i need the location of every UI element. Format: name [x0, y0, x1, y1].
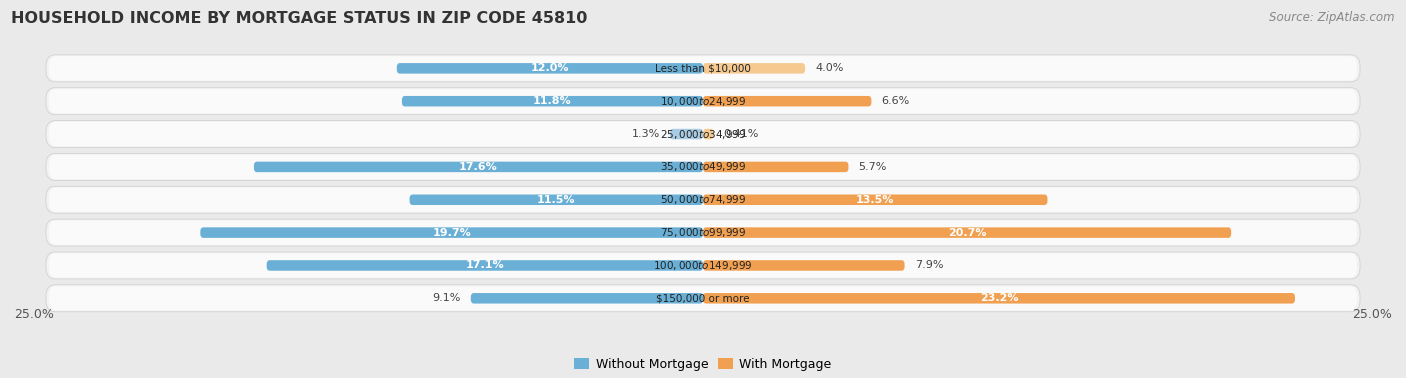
FancyBboxPatch shape — [669, 129, 703, 139]
Text: 4.0%: 4.0% — [815, 64, 844, 73]
FancyBboxPatch shape — [46, 121, 1360, 147]
Text: 25.0%: 25.0% — [14, 308, 53, 321]
FancyBboxPatch shape — [49, 286, 1357, 310]
Text: 19.7%: 19.7% — [432, 228, 471, 238]
Text: 12.0%: 12.0% — [530, 64, 569, 73]
Text: 17.1%: 17.1% — [465, 260, 505, 270]
Text: 5.7%: 5.7% — [859, 162, 887, 172]
Text: $150,000 or more: $150,000 or more — [657, 293, 749, 303]
FancyBboxPatch shape — [267, 260, 703, 271]
FancyBboxPatch shape — [49, 155, 1357, 179]
FancyBboxPatch shape — [471, 293, 703, 304]
FancyBboxPatch shape — [703, 162, 848, 172]
Text: 9.1%: 9.1% — [432, 293, 461, 303]
Text: $10,000 to $24,999: $10,000 to $24,999 — [659, 95, 747, 108]
Text: $75,000 to $99,999: $75,000 to $99,999 — [659, 226, 747, 239]
Text: $100,000 to $149,999: $100,000 to $149,999 — [654, 259, 752, 272]
Text: 23.2%: 23.2% — [980, 293, 1018, 303]
FancyBboxPatch shape — [46, 285, 1360, 312]
Legend: Without Mortgage, With Mortgage: Without Mortgage, With Mortgage — [569, 353, 837, 376]
Text: 20.7%: 20.7% — [948, 228, 987, 238]
FancyBboxPatch shape — [703, 63, 806, 74]
FancyBboxPatch shape — [46, 252, 1360, 279]
Text: 1.3%: 1.3% — [631, 129, 659, 139]
FancyBboxPatch shape — [402, 96, 703, 107]
Text: $35,000 to $49,999: $35,000 to $49,999 — [659, 160, 747, 174]
FancyBboxPatch shape — [46, 219, 1360, 246]
FancyBboxPatch shape — [703, 195, 1047, 205]
Text: 11.5%: 11.5% — [537, 195, 575, 205]
FancyBboxPatch shape — [703, 96, 872, 107]
Text: 6.6%: 6.6% — [882, 96, 910, 106]
Text: 7.9%: 7.9% — [915, 260, 943, 270]
FancyBboxPatch shape — [254, 162, 703, 172]
Text: $25,000 to $34,999: $25,000 to $34,999 — [659, 127, 747, 141]
FancyBboxPatch shape — [703, 260, 904, 271]
FancyBboxPatch shape — [49, 253, 1357, 277]
Text: 0.41%: 0.41% — [724, 129, 759, 139]
FancyBboxPatch shape — [409, 195, 703, 205]
Text: 17.6%: 17.6% — [460, 162, 498, 172]
Text: HOUSEHOLD INCOME BY MORTGAGE STATUS IN ZIP CODE 45810: HOUSEHOLD INCOME BY MORTGAGE STATUS IN Z… — [11, 11, 588, 26]
Text: $50,000 to $74,999: $50,000 to $74,999 — [659, 193, 747, 206]
FancyBboxPatch shape — [46, 186, 1360, 213]
FancyBboxPatch shape — [703, 293, 1295, 304]
FancyBboxPatch shape — [49, 187, 1357, 212]
Text: Source: ZipAtlas.com: Source: ZipAtlas.com — [1270, 11, 1395, 24]
Text: Less than $10,000: Less than $10,000 — [655, 64, 751, 73]
FancyBboxPatch shape — [396, 63, 703, 74]
Text: 11.8%: 11.8% — [533, 96, 572, 106]
FancyBboxPatch shape — [46, 55, 1360, 82]
Text: 13.5%: 13.5% — [856, 195, 894, 205]
FancyBboxPatch shape — [49, 89, 1357, 113]
FancyBboxPatch shape — [49, 56, 1357, 81]
FancyBboxPatch shape — [49, 220, 1357, 245]
FancyBboxPatch shape — [49, 122, 1357, 146]
FancyBboxPatch shape — [46, 88, 1360, 115]
FancyBboxPatch shape — [703, 129, 713, 139]
FancyBboxPatch shape — [703, 227, 1232, 238]
Text: 25.0%: 25.0% — [1353, 308, 1392, 321]
FancyBboxPatch shape — [200, 227, 703, 238]
FancyBboxPatch shape — [46, 153, 1360, 180]
